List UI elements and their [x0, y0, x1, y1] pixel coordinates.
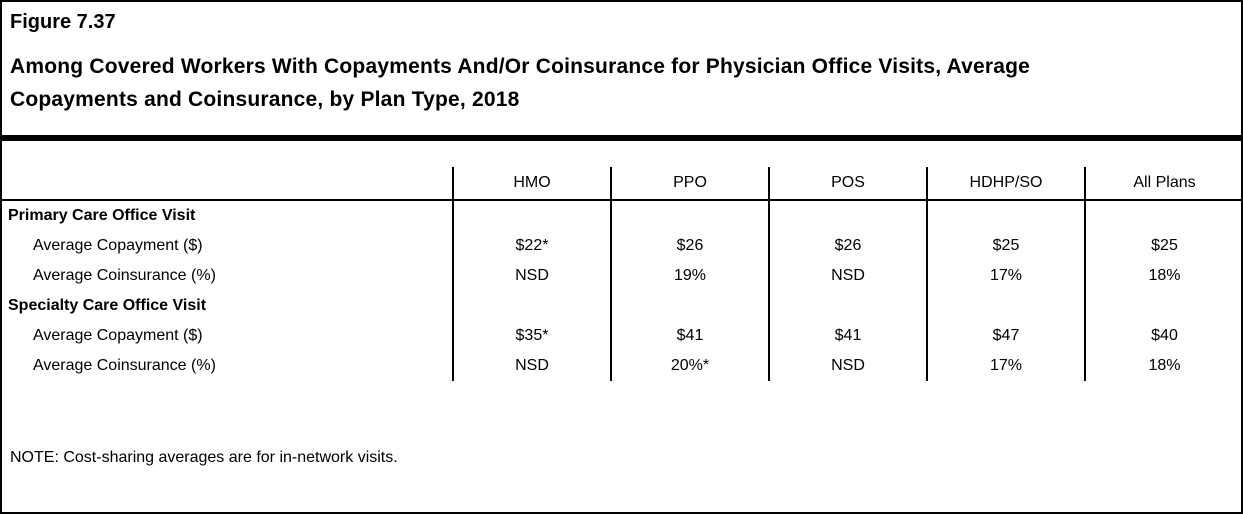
table-cell: 17% — [926, 261, 1085, 291]
table-cell: $25 — [1084, 231, 1241, 261]
table-cell: NSD — [768, 261, 927, 291]
col-header-hmo: HMO — [452, 167, 611, 201]
data-row: Average Copayment ($) $35* $41 $41 $47 $40 — [2, 321, 1241, 351]
table-header-row: HMO PPO POS HDHP/SO All Plans — [2, 167, 1241, 201]
table-cell — [610, 200, 769, 231]
table-cell: NSD — [452, 351, 611, 381]
table-cell: $26 — [610, 231, 769, 261]
col-header-ppo: PPO — [610, 167, 769, 201]
row-label: Specialty Care Office Visit — [8, 297, 207, 314]
table-cell: NSD — [768, 351, 927, 381]
row-label: Average Copayment ($) — [33, 327, 203, 344]
table-cell — [926, 291, 1085, 321]
table-cell: $25 — [926, 231, 1085, 261]
table-cell — [610, 291, 769, 321]
table-cell: $35* — [452, 321, 611, 351]
table-cell — [1084, 291, 1241, 321]
table-cell: 17% — [926, 351, 1085, 381]
section-row: Primary Care Office Visit — [2, 200, 1241, 231]
table-cell: 18% — [1084, 351, 1241, 381]
table-cell: 18% — [1084, 261, 1241, 291]
table-cell: 20%* — [610, 351, 769, 381]
notes-block: NOTE: Cost-sharing averages are for in-n… — [2, 393, 1241, 512]
table-cell: $47 — [926, 321, 1085, 351]
table-cell — [452, 200, 611, 231]
row-label-header-blank — [2, 167, 453, 201]
row-label: Average Coinsurance (%) — [33, 357, 216, 374]
table-cell: $26 — [768, 231, 927, 261]
table-cell: $41 — [768, 321, 927, 351]
table-cell — [768, 291, 927, 321]
data-row: Average Coinsurance (%) NSD 20%* NSD 17% 18% — [2, 351, 1241, 381]
col-header-hdhp-so: HDHP/SO — [926, 167, 1085, 201]
title-divider-rule — [2, 135, 1241, 141]
table-cell: NSD — [452, 261, 611, 291]
row-label: Average Coinsurance (%) — [33, 267, 216, 284]
table-cell — [768, 200, 927, 231]
figure-title-line-2: Copayments and Coinsurance, by Plan Type… — [10, 88, 520, 111]
figure-title: Among Covered Workers With Copayments An… — [10, 50, 1231, 116]
table-body: Primary Care Office Visit Average Copayme… — [2, 200, 1241, 381]
table-cell: $40 — [1084, 321, 1241, 351]
col-header-all-plans: All Plans — [1084, 167, 1241, 201]
table-cell — [1084, 200, 1241, 231]
title-block: Figure 7.37 Among Covered Workers With C… — [2, 2, 1241, 116]
table-cell: $41 — [610, 321, 769, 351]
data-row: Average Copayment ($) $22* $26 $26 $25 $25 — [2, 231, 1241, 261]
cost-sharing-table: HMO PPO POS HDHP/SO All Plans Primary Ca… — [2, 167, 1241, 381]
figure-title-line-1: Among Covered Workers With Copayments An… — [10, 55, 1031, 78]
data-row: Average Coinsurance (%) NSD 19% NSD 17% 18% — [2, 261, 1241, 291]
table-cell: 19% — [610, 261, 769, 291]
section-row: Specialty Care Office Visit — [2, 291, 1241, 321]
row-label: Primary Care Office Visit — [8, 207, 196, 224]
figure-number: Figure 7.37 — [10, 11, 116, 33]
note-text: NOTE: Cost-sharing averages are for in-n… — [10, 449, 398, 466]
table-cell — [452, 291, 611, 321]
col-header-pos: POS — [768, 167, 927, 201]
table-cell — [926, 200, 1085, 231]
row-label: Average Copayment ($) — [33, 237, 203, 254]
table-cell: $22* — [452, 231, 611, 261]
